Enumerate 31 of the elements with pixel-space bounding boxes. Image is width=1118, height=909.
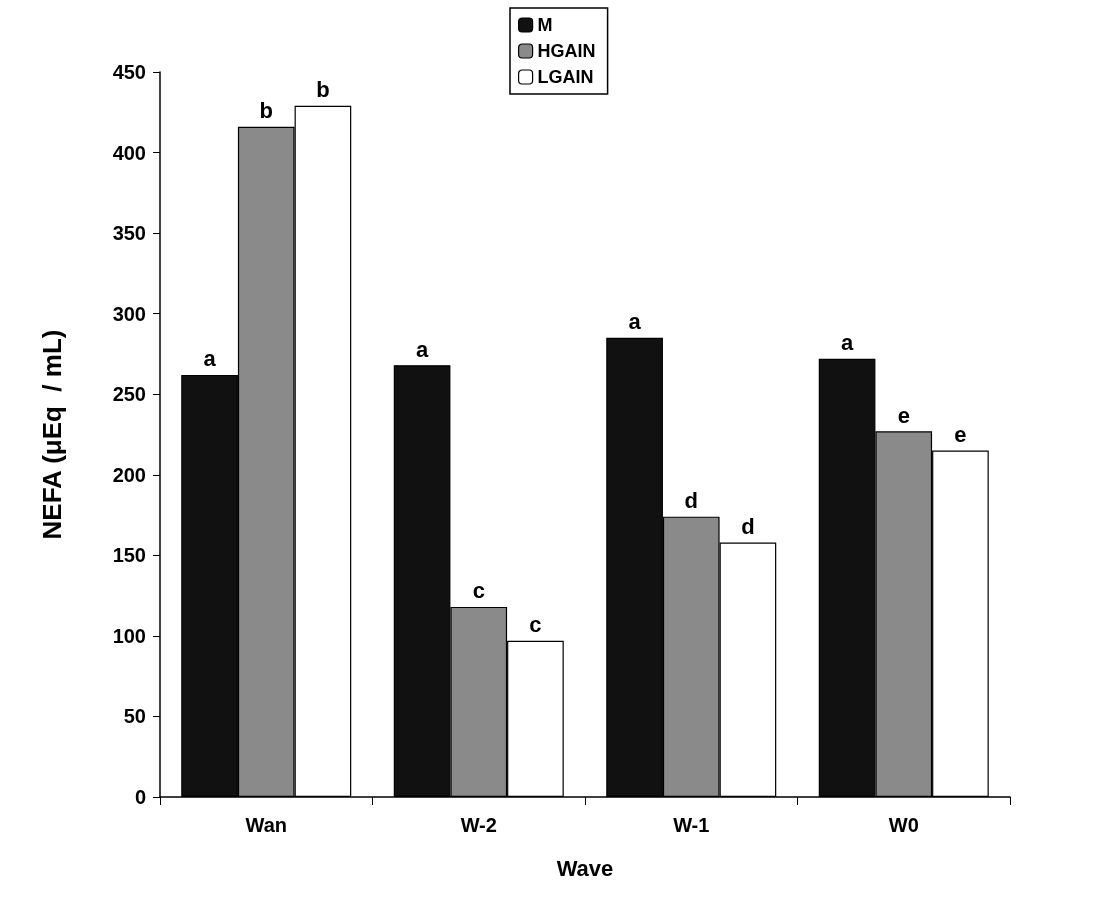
data-label: c — [472, 578, 485, 604]
y-tick-label: 250 — [112, 383, 146, 406]
y-tick-label: 300 — [112, 302, 146, 325]
data-label: b — [259, 98, 273, 124]
data-label: a — [415, 336, 429, 362]
data-label: a — [840, 330, 854, 356]
y-tick-label: 200 — [112, 463, 146, 486]
data-label: b — [316, 77, 330, 103]
y-tick-label: 350 — [112, 222, 146, 245]
y-tick-label: 150 — [112, 544, 146, 567]
y-tick-label: 50 — [123, 705, 146, 728]
data-label: d — [684, 488, 698, 514]
data-label: e — [897, 402, 910, 428]
y-tick-label: 450 — [112, 61, 146, 83]
data-label: d — [741, 513, 755, 539]
y-axis-title: NEFA (μEq / mL) — [37, 329, 67, 540]
data-label: c — [529, 612, 542, 638]
x-tick-label: Wan — [245, 814, 287, 836]
data-label: a — [203, 346, 217, 372]
legend-label: HGAIN — [537, 41, 596, 61]
x-tick-label: W0 — [888, 814, 919, 836]
x-axis-title: Wave — [556, 855, 614, 881]
y-tick-label: 400 — [112, 141, 146, 164]
data-label: a — [628, 309, 642, 335]
x-tick-label: W-2 — [460, 814, 497, 836]
x-tick-label: W-1 — [673, 814, 710, 836]
y-tick-label: 100 — [112, 624, 146, 647]
legend-label: M — [537, 15, 553, 35]
y-tick-label: 0 — [134, 786, 146, 808]
legend-label: LGAIN — [537, 67, 594, 87]
data-label: e — [954, 422, 967, 448]
